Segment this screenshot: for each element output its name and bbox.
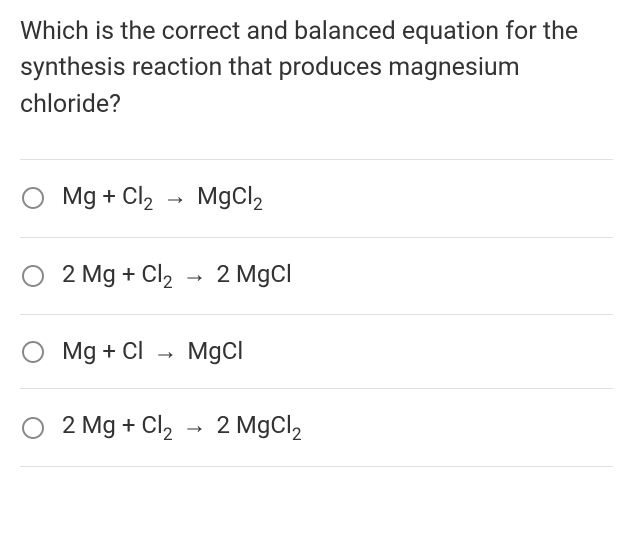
radio-button[interactable] [22,187,44,209]
option-label: Mg + Cl2 → MgCl2 [62,182,263,215]
option-row[interactable]: 2 Mg + Cl2 → 2 MgCl2 [20,389,613,467]
question-container: Which is the correct and balanced equati… [0,0,633,467]
question-text: Which is the correct and balanced equati… [20,14,613,123]
option-label: 2 Mg + Cl2 → 2 MgCl2 [62,411,302,444]
radio-button[interactable] [22,265,44,287]
radio-button[interactable] [22,341,44,363]
option-label: 2 Mg + Cl2 → 2 MgCl [62,260,292,293]
options-list: Mg + Cl2 → MgCl2 2 Mg + Cl2 → 2 MgCl Mg + … [20,159,613,467]
option-row[interactable]: Mg + Cl2 → MgCl2 [20,160,613,238]
radio-button[interactable] [22,417,44,439]
option-row[interactable]: Mg + Cl → MgCl [20,315,613,389]
option-label: Mg + Cl → MgCl [62,337,243,366]
option-row[interactable]: 2 Mg + Cl2 → 2 MgCl [20,238,613,316]
